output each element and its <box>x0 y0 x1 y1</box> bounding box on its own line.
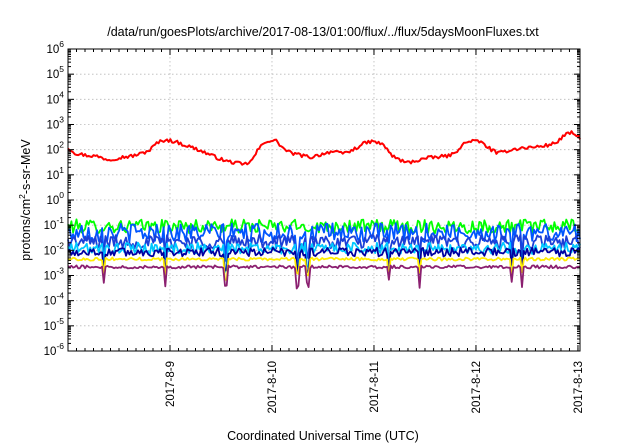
y-tick-label: 105 <box>46 64 64 81</box>
y-tick-label: 10-2 <box>44 240 65 257</box>
grid-lines <box>68 49 580 351</box>
series-line <box>67 256 581 282</box>
y-tick-label: 103 <box>46 115 64 132</box>
series-line <box>67 218 581 235</box>
series-line <box>67 130 581 166</box>
y-axis-label-sup: 2 <box>17 194 27 199</box>
series-line <box>67 241 581 273</box>
data-series <box>67 130 581 290</box>
y-axis-label: protons/cm2-s-sr-MeV <box>17 139 33 261</box>
x-tick-label: 2017-8-12 <box>471 361 483 413</box>
series-line <box>67 222 581 261</box>
series-line <box>67 234 581 270</box>
x-tick-label: 2017-8-11 <box>369 361 381 413</box>
series-line <box>67 246 581 280</box>
x-tick-label: 2017-8-9 <box>165 361 177 407</box>
y-tick-label: 10-6 <box>44 341 65 358</box>
chart-title: /data/run/goesPlots/archive/2017-08-13/0… <box>107 25 539 39</box>
y-axis-label-rest: -s-sr-MeV <box>19 139 33 195</box>
series-line <box>67 264 581 290</box>
y-tick-label: 101 <box>46 165 64 182</box>
x-tick-label: 2017-8-13 <box>573 361 585 413</box>
y-tick-label: 10-5 <box>44 316 65 333</box>
y-tick-label: 100 <box>46 190 64 207</box>
y-tick-label: 106 <box>46 39 64 56</box>
y-tick-label: 104 <box>46 89 64 106</box>
x-axis-label: Coordinated Universal Time (UTC) <box>227 429 419 443</box>
y-tick-label: 10-3 <box>44 266 65 283</box>
x-axis: 2017-8-9 2017-8-10 2017-8-11 2017-8-12 2017-… <box>67 49 585 413</box>
y-axis-label-main: protons/cm <box>19 199 33 261</box>
x-tick-label: 2017-8-10 <box>267 361 279 413</box>
y-tick-label: 10-4 <box>44 291 65 308</box>
y-axis: 10-6 10-5 10-4 10-3 10-2 10-1 100 101 102 103 104 1… <box>44 39 580 358</box>
y-tick-label: 102 <box>46 140 64 157</box>
y-tick-label: 10-1 <box>44 215 65 232</box>
